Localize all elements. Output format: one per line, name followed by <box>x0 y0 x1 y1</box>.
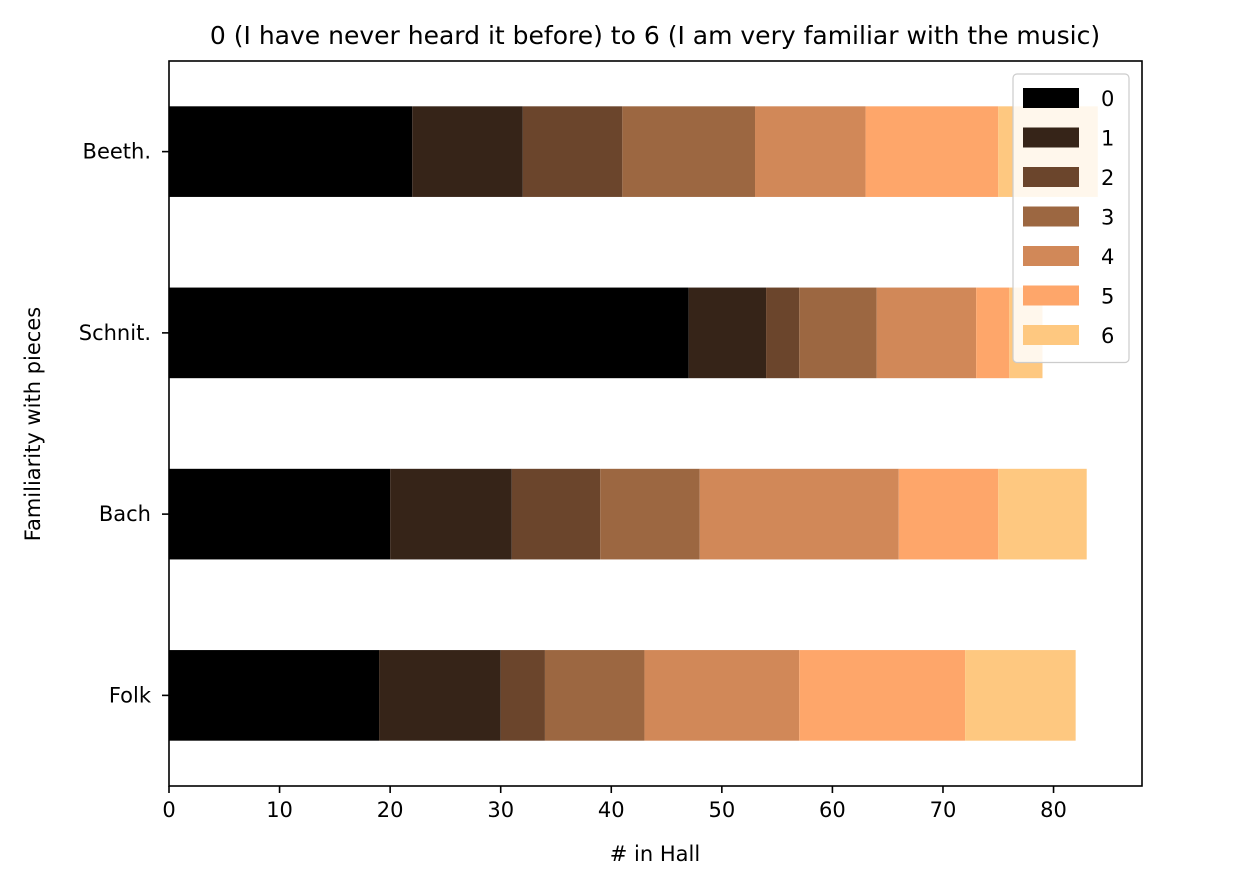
legend: 0 1 2 3 4 5 6 <box>1012 73 1130 364</box>
x-tick-label: 20 <box>377 798 404 822</box>
y-axis-ticks: Beeth. Schnit. Bach Folk <box>79 140 169 707</box>
legend-swatch <box>1023 285 1079 306</box>
bar-segment <box>169 287 689 379</box>
bar-segment <box>688 287 767 379</box>
legend-label: 0 <box>1101 87 1114 111</box>
bar-segment <box>865 106 999 197</box>
legend-label: 6 <box>1101 324 1114 348</box>
legend-label: 3 <box>1101 206 1114 230</box>
bar-segment <box>169 650 380 741</box>
bar-segment <box>390 468 512 560</box>
x-axis-label: # in Hall <box>610 842 700 866</box>
bars-group <box>169 106 1098 741</box>
x-tick-label: 80 <box>1040 798 1067 822</box>
chart-title: 0 (I have never heard it before) to 6 (I… <box>210 21 1100 50</box>
x-tick-label: 0 <box>162 798 175 822</box>
x-axis-ticks: 0 10 20 30 40 50 60 70 80 <box>162 786 1067 822</box>
legend-label: 5 <box>1101 285 1114 309</box>
y-axis-label: Familiarity with pieces <box>21 307 45 541</box>
bar-segment <box>644 650 800 741</box>
bar-segment <box>169 468 391 560</box>
bar-segment <box>500 650 545 741</box>
bar-segment <box>965 650 1076 741</box>
plot-frame <box>168 60 1143 787</box>
bar-segment <box>799 287 877 379</box>
legend-swatch <box>1023 246 1079 266</box>
legend-label: 2 <box>1101 166 1114 190</box>
bar-segment <box>412 106 523 197</box>
y-tick-label: Schnit. <box>79 321 151 345</box>
bar-segment <box>998 468 1087 560</box>
legend-swatch <box>1023 88 1079 108</box>
bar-segment <box>600 468 700 560</box>
bar-segment <box>699 468 899 560</box>
bar-segment <box>169 106 413 197</box>
legend-label: 1 <box>1101 127 1114 151</box>
bar-segment <box>622 106 756 197</box>
bar-segment <box>876 287 977 379</box>
bar-segment <box>766 287 800 379</box>
legend-label: 4 <box>1101 245 1114 269</box>
y-tick-label: Folk <box>109 683 152 707</box>
legend-swatch <box>1023 206 1079 227</box>
bar-segment <box>522 106 623 197</box>
x-tick-label: 40 <box>598 798 625 822</box>
x-tick-label: 60 <box>819 798 846 822</box>
legend-swatch <box>1023 325 1079 345</box>
x-tick-label: 50 <box>708 798 735 822</box>
bar-segment <box>544 650 645 741</box>
bar-segment <box>976 287 1010 379</box>
x-tick-label: 10 <box>266 798 293 822</box>
x-tick-label: 70 <box>930 798 957 822</box>
y-tick-label: Bach <box>99 502 151 526</box>
bar-segment <box>379 650 501 741</box>
bar-segment <box>799 650 966 741</box>
x-tick-label: 30 <box>487 798 514 822</box>
legend-swatch <box>1023 167 1079 187</box>
bar-segment <box>898 468 999 560</box>
bar-segment <box>755 106 866 197</box>
legend-swatch <box>1023 127 1079 148</box>
y-tick-label: Beeth. <box>83 140 151 164</box>
bar-segment <box>511 468 601 560</box>
